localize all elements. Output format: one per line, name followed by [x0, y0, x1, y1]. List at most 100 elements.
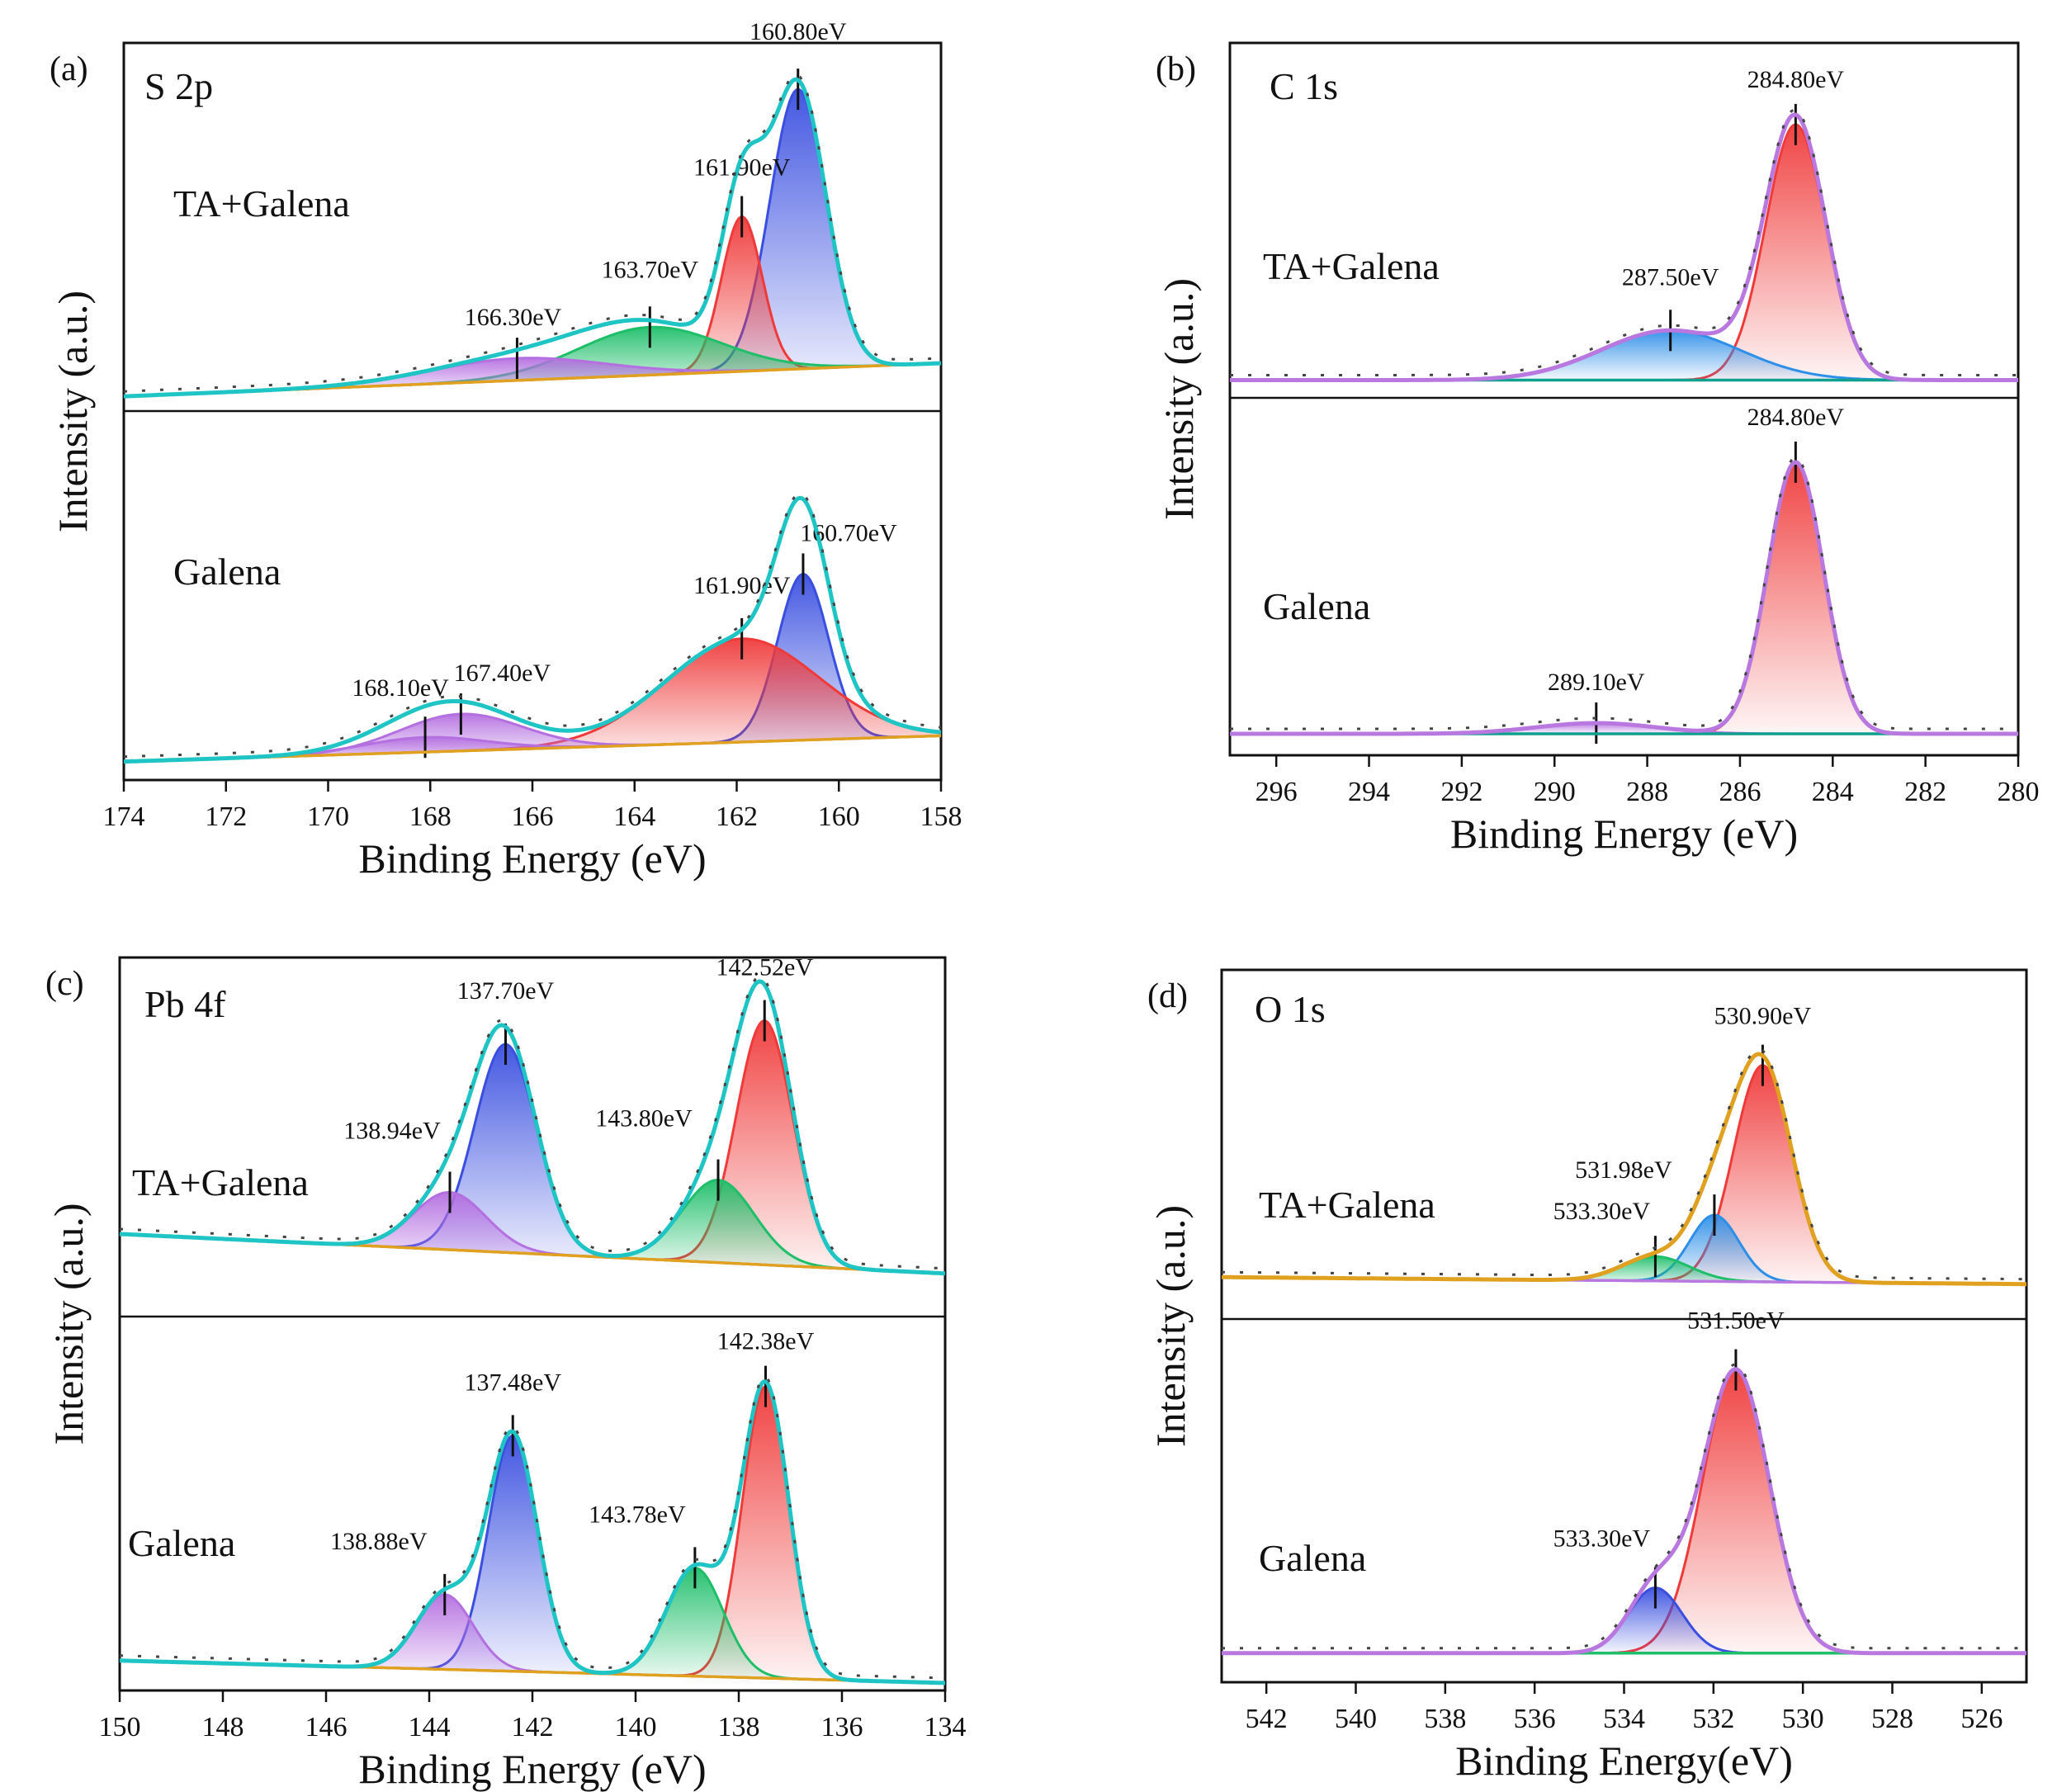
peak-label: 284.80eV	[1747, 404, 1845, 431]
envelope-curve	[1230, 112, 2018, 382]
peak-label: 287.50eV	[1622, 263, 1719, 291]
peak-fill	[124, 714, 941, 762]
x-tick-label: 136	[821, 1712, 863, 1742]
subplot-top: TA+Galena160.80eV161.90eV163.70eV166.30e…	[123, 18, 942, 399]
raw-data-points	[1221, 1047, 2026, 1281]
x-tick-label: 530	[1782, 1704, 1824, 1734]
panel-label: (d)	[1147, 977, 1188, 1015]
peak-label: 289.10eV	[1548, 669, 1645, 696]
x-tick-label: 146	[305, 1712, 348, 1742]
x-tick-label: 172	[205, 801, 247, 832]
y-axis-label: Intensity (a.u.)	[1147, 1205, 1194, 1447]
peak-label: 533.30eV	[1553, 1525, 1651, 1553]
panel-title: Pb 4f	[144, 983, 226, 1025]
y-axis-label: Intensity (a.u.)	[1156, 278, 1202, 520]
x-tick-label: 542	[1246, 1704, 1288, 1734]
peak-fill	[120, 1044, 945, 1274]
panel-title: S 2p	[144, 65, 213, 107]
peak-fill	[120, 1180, 945, 1274]
subplot-bottom: Galena 137.48eV 138.88eV 142.38eV 143.78eV	[120, 1328, 945, 1686]
peak-fill	[124, 327, 941, 397]
x-tick-label: 290	[1534, 777, 1576, 807]
peak-label: 163.70eV	[602, 256, 699, 283]
raw-data-points	[1230, 108, 2018, 376]
peak-fill	[1222, 1256, 2026, 1284]
sample-label: TA+Galena	[1259, 1184, 1435, 1226]
x-tick-label: 144	[409, 1712, 451, 1742]
peak-fill	[124, 89, 941, 397]
x-tick-label: 294	[1348, 777, 1390, 807]
x-tick-label: 288	[1626, 777, 1668, 807]
peak-label: 142.52eV	[716, 954, 814, 981]
x-tick-label: 292	[1440, 777, 1482, 807]
peak-label: 143.80eV	[595, 1105, 693, 1132]
peak-label: 166.30eV	[465, 304, 562, 331]
x-tick-label: 158	[920, 801, 962, 832]
panel-b: 296 294 292 290 288 286 284 282 280 Binding Energ…	[1156, 41, 2040, 857]
x-tick-label: 168	[409, 801, 452, 832]
peak-label: 137.48eV	[465, 1369, 562, 1396]
envelope-curve	[124, 495, 942, 764]
sample-label: Galena	[1263, 585, 1370, 627]
y-axis-label: Intensity (a.u.)	[50, 291, 96, 532]
peak-label: 167.40eV	[454, 660, 551, 687]
peak-label: 531.98eV	[1575, 1156, 1672, 1184]
panel-title: C 1s	[1270, 65, 1338, 107]
peak-fill	[1230, 124, 2018, 381]
subplot-bottom: Galena 531.50eV 533.30eV	[1222, 1307, 2026, 1656]
x-tick-label: 162	[716, 801, 758, 832]
panel-label: (c)	[45, 965, 84, 1003]
raw-data-points	[119, 975, 946, 1270]
panel-label: (a)	[50, 50, 88, 88]
x-tick-label: 526	[1960, 1704, 2003, 1734]
x-tick-label: 164	[613, 801, 655, 832]
peak-label: 138.94eV	[343, 1117, 441, 1144]
peak-fill	[1230, 723, 2018, 734]
panel-label: (b)	[1156, 50, 1196, 88]
panel-c: 150 148 146 144 142 140 138 136 134 Binding Energ…	[45, 954, 967, 1792]
envelope-curve	[120, 1379, 945, 1686]
peak-fill	[1222, 1369, 2026, 1653]
sample-label: Galena	[128, 1522, 235, 1564]
x-tick-label: 532	[1692, 1704, 1734, 1734]
subplot-top: TA+Galena 530.90eV 531.98eV 533.30eV	[1221, 1003, 2026, 1287]
panel-d: 542 540 538 536 534 532 530 528 526 Binding Energ…	[1147, 968, 2028, 1784]
x-tick-label: 286	[1719, 777, 1761, 807]
x-tick-label: 538	[1424, 1704, 1466, 1734]
sample-label: Galena	[173, 551, 281, 593]
peak-fill	[124, 638, 941, 762]
sample-label: TA+Galena	[1263, 245, 1440, 287]
envelope-curve	[1230, 460, 2018, 736]
peak-fill	[120, 1435, 945, 1683]
x-axis-label: Binding Energy (eV)	[358, 835, 706, 882]
x-tick-label: 528	[1871, 1704, 1913, 1734]
peak-label: 161.90eV	[693, 572, 791, 599]
x-tick-label: 138	[718, 1712, 760, 1742]
peak-curve	[1222, 1369, 2026, 1655]
x-tick-label: 534	[1603, 1704, 1645, 1734]
sample-label: Galena	[1259, 1537, 1366, 1579]
x-tick-label: 148	[202, 1712, 244, 1742]
subplot-top: TA+Galena 284.80eV 287.50eV	[1230, 66, 2018, 382]
panel-a: 174 172 170 168 166 164 162 160 158 Binding Energ…	[50, 18, 962, 882]
peak-label: 533.30eV	[1553, 1198, 1651, 1225]
envelope-curve	[1221, 1052, 2026, 1287]
x-tick-label: 142	[512, 1712, 554, 1742]
x-axis-label: Binding Energy (eV)	[1450, 811, 1798, 857]
peak-fill	[120, 1567, 945, 1683]
peak-fill	[1230, 461, 2018, 734]
x-tick-label: 140	[615, 1712, 657, 1742]
x-tick-label: 296	[1255, 777, 1298, 807]
x-tick-label: 540	[1335, 1704, 1377, 1734]
y-axis-label: Intensity (a.u.)	[45, 1203, 92, 1445]
envelope-curve	[1222, 1367, 2026, 1656]
sample-label: TA+Galena	[132, 1161, 309, 1203]
peak-label: 138.88eV	[330, 1528, 428, 1555]
peak-label: 284.80eV	[1747, 66, 1845, 93]
peak-label: 530.90eV	[1714, 1003, 1812, 1030]
x-axis-label: Binding Energy(eV)	[1455, 1738, 1793, 1784]
sample-label: TA+Galena	[173, 182, 350, 225]
subplot-bottom: Galena 284.80eV 289.10eV	[1230, 404, 2018, 745]
peak-label: 137.70eV	[457, 977, 555, 1005]
